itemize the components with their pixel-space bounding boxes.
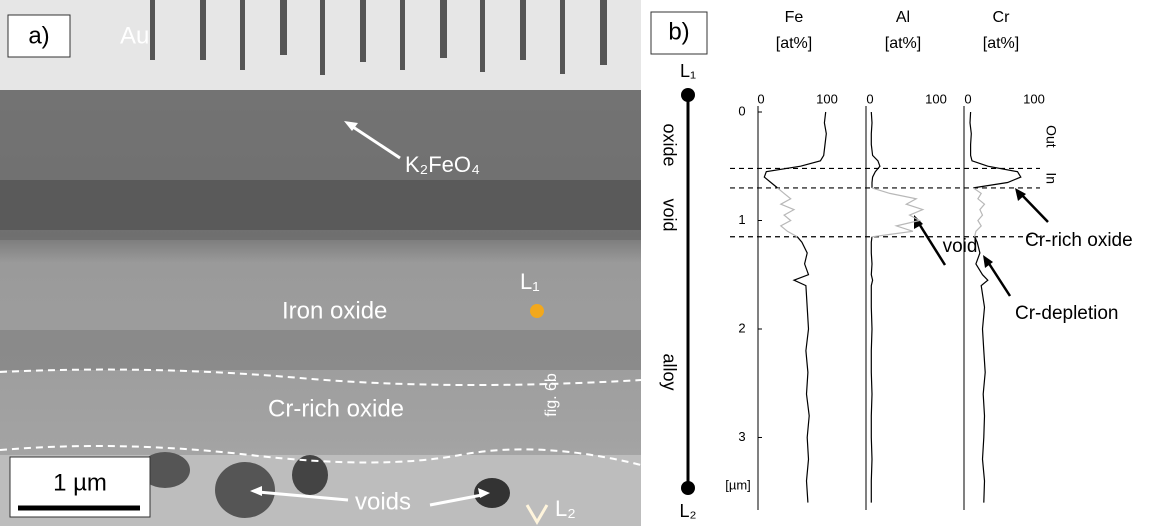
figure: a) Au K₂FeO₄ Iron oxide Cr-rich oxide vo… (0, 0, 1169, 526)
region-label: oxide (659, 123, 679, 166)
chart-title: Cr (993, 9, 1011, 26)
annotation: Au (120, 22, 149, 49)
x-tick-label: 0 (757, 91, 764, 106)
line-start (681, 88, 695, 102)
chart-title: Fe (785, 9, 804, 26)
profile-line (973, 188, 984, 237)
panel-label: a) (28, 22, 49, 49)
sem-image (0, 0, 641, 526)
line-end (681, 481, 695, 495)
annotation: L₁ (520, 269, 540, 294)
annotation: Cr-rich oxide (268, 395, 404, 422)
x-tick-label: 0 (964, 91, 971, 106)
annotation: voids (355, 488, 411, 515)
x-tick-label: 100 (816, 91, 838, 106)
y-tick-label: 2 (738, 320, 745, 335)
scale-bar-label: 1 µm (53, 469, 107, 496)
profile-line (764, 112, 826, 503)
annotation: L₂ (555, 496, 576, 521)
x-tick-label: 100 (1023, 91, 1045, 106)
annotation: void (943, 236, 978, 257)
x-axis-label: [at%] (983, 35, 1019, 52)
chart-title: Al (896, 9, 910, 26)
region-label: alloy (659, 353, 679, 390)
y-tick-label: 1 (738, 212, 745, 227)
annotation: In (1043, 172, 1059, 184)
annotation: Out (1043, 125, 1059, 148)
panel-label: b) (668, 18, 689, 45)
region-label: void (659, 198, 679, 231)
profile-line (778, 188, 798, 237)
x-axis-label: [at%] (885, 35, 921, 52)
profile-line (871, 112, 880, 503)
x-axis-label: [at%] (776, 35, 812, 52)
x-tick-label: 100 (925, 91, 947, 106)
profile-line (872, 188, 923, 237)
annotation: Cr-depletion (1015, 303, 1119, 324)
annotation: Iron oxide (282, 297, 387, 324)
y-tick-label: 0 (738, 103, 745, 118)
annotation: L₁ (680, 61, 696, 81)
depth-unit: [µm] (725, 477, 751, 492)
profile-line (970, 112, 1021, 503)
y-tick-label: 3 (738, 429, 745, 444)
x-tick-label: 0 (866, 91, 873, 106)
annotation: L₂ (680, 501, 697, 521)
annotation: Cr-rich oxide (1025, 230, 1133, 251)
annotation: K₂FeO₄ (405, 152, 480, 177)
annotation: fig. 6b (543, 373, 560, 417)
